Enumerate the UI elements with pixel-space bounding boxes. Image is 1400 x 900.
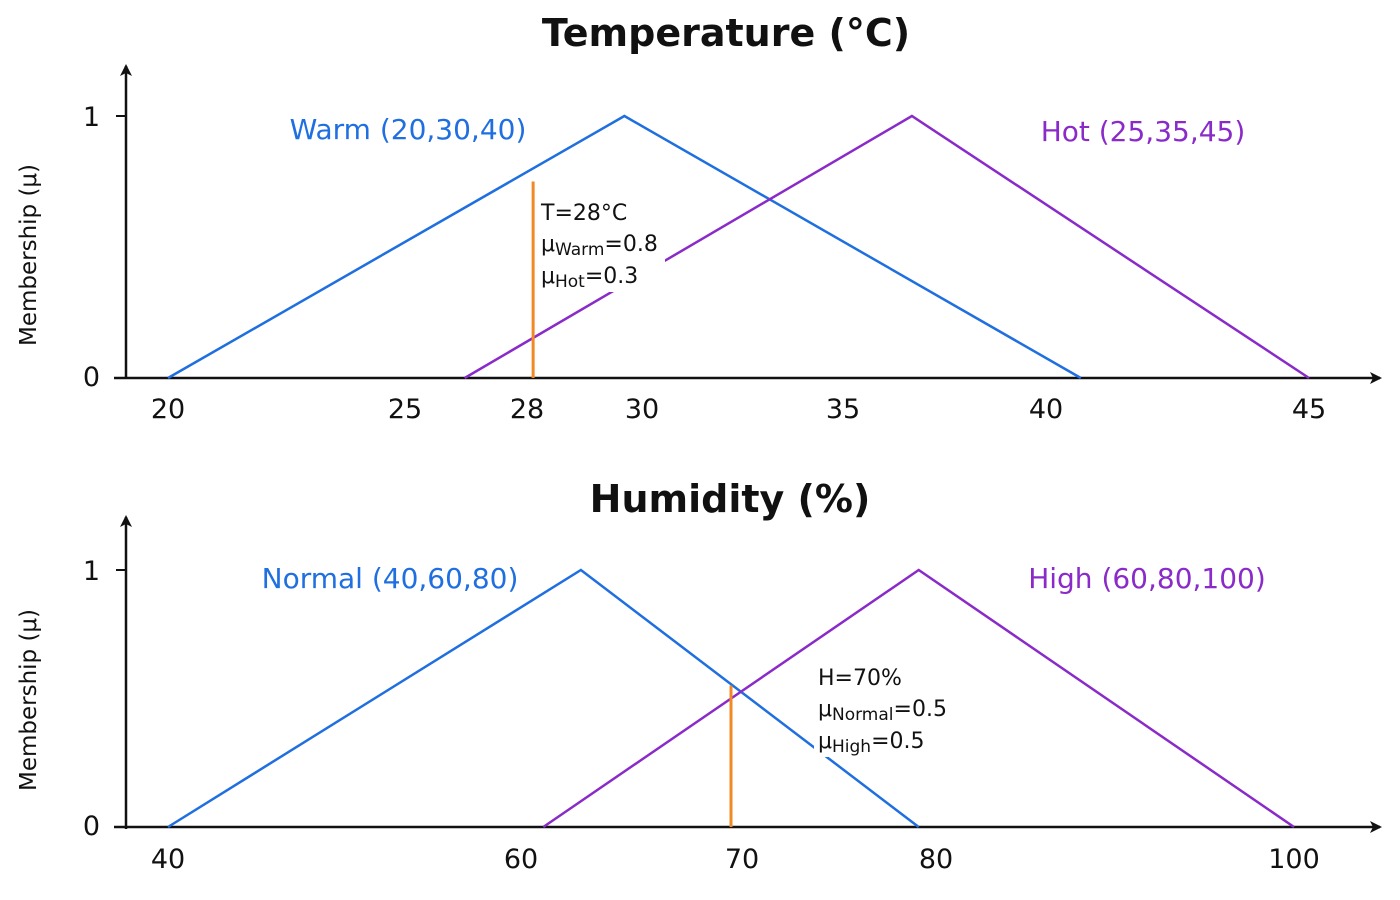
- temperature-annotation: T=28°C μWarm=0.8 μHot=0.3: [537, 196, 665, 292]
- y-tick-label: 0: [83, 362, 100, 393]
- series-label-normal: Normal (40,60,80): [262, 562, 519, 595]
- y-axis-label: Membership (μ): [16, 164, 42, 346]
- x-tick-label: 28: [510, 394, 544, 425]
- annotation-membership-normal: μNormal=0.5: [818, 697, 947, 725]
- annotation-membership-high: μHigh=0.5: [818, 729, 925, 757]
- x-tick-label: 70: [725, 844, 759, 875]
- x-tick-label: 35: [826, 394, 860, 425]
- x-tick-label: 40: [151, 844, 185, 875]
- annotation-membership-warm: μWarm=0.8: [541, 232, 658, 260]
- series-line-high: [542, 568, 1295, 829]
- y-tick-label: 0: [83, 811, 100, 842]
- x-tick-label: 60: [504, 844, 538, 875]
- x-tick-label: 80: [919, 844, 953, 875]
- annotation-membership-hot: μHot=0.3: [541, 264, 638, 292]
- chart-title: Temperature (°C): [542, 11, 910, 55]
- y-axis-label: Membership (μ): [16, 609, 42, 791]
- series-label-hot: Hot (25,35,45): [1041, 115, 1246, 148]
- x-tick-label: 40: [1029, 394, 1063, 425]
- temperature-chart: Temperature (°C) Membership (μ) 1 0 20 2…: [16, 11, 1382, 425]
- humidity-chart: Humidity (%) Membership (μ) 1 0 40 60 70…: [16, 477, 1382, 875]
- series-label-high: High (60,80,100): [1028, 562, 1266, 595]
- x-tick-label: 25: [388, 394, 422, 425]
- annotation-background: [537, 196, 665, 292]
- humidity-annotation: H=70% μNormal=0.5 μHigh=0.5: [814, 659, 948, 757]
- series-line-normal: [167, 568, 920, 829]
- annotation-background: [814, 659, 948, 757]
- y-tick-label: 1: [83, 102, 100, 133]
- x-tick-label: 45: [1292, 394, 1326, 425]
- annotation-input-value: H=70%: [818, 666, 902, 691]
- x-tick-label: 30: [625, 394, 659, 425]
- annotation-input-value: T=28°C: [540, 201, 627, 226]
- series-line-warm: [167, 114, 1082, 380]
- x-tick-label: 100: [1268, 844, 1320, 875]
- y-tick-label: 1: [83, 556, 100, 587]
- chart-title: Humidity (%): [590, 477, 871, 521]
- x-tick-label: 20: [151, 394, 185, 425]
- series-label-warm: Warm (20,30,40): [290, 113, 527, 146]
